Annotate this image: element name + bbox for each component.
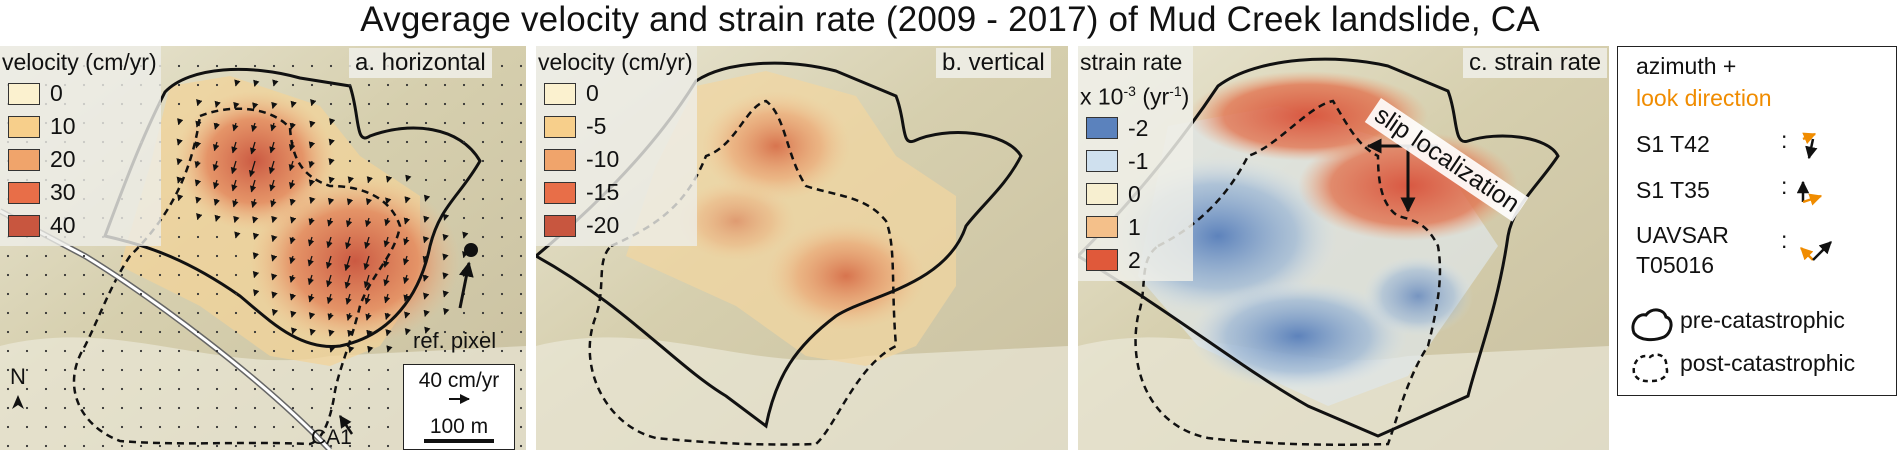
unit-prefix: x 10 bbox=[1080, 83, 1124, 110]
legend-swatch bbox=[1086, 249, 1118, 272]
legend-horizontal: velocity (cm/yr) 0 10 20 30 40 bbox=[0, 46, 161, 246]
key-colon-2: : bbox=[1781, 173, 1788, 199]
legend-title: velocity (cm/yr) bbox=[2, 49, 157, 75]
panel-label-b: b. vertical bbox=[936, 48, 1051, 78]
legend-swatch bbox=[1086, 150, 1118, 173]
legend-value: -2 bbox=[1128, 114, 1149, 141]
panel-vertical: velocity (cm/yr) 0 -5 -10 -15 -20 b. vertica… bbox=[536, 46, 1068, 450]
legend-entry: -20 bbox=[538, 209, 693, 242]
key-pre: pre-catastrophic bbox=[1680, 307, 1845, 333]
legend-entry: 0 bbox=[2, 77, 157, 110]
scale-arrow-label: 40 cm/yr bbox=[418, 369, 500, 392]
road-label: CA1 bbox=[311, 426, 352, 449]
legend-swatch bbox=[1086, 183, 1118, 206]
horizontal-velocity-map bbox=[0, 46, 526, 450]
legend-strain: strain rate x 10-3 (yr-1) -2 -1 0 1 2 bbox=[1078, 46, 1194, 281]
legend-value: 1 bbox=[1128, 213, 1141, 240]
key-track-3b: T05016 bbox=[1636, 252, 1715, 278]
legend-entry: 10 bbox=[2, 110, 157, 143]
key-colon-1: : bbox=[1781, 127, 1788, 153]
legend-entry: 20 bbox=[2, 143, 157, 176]
legend-value: 0 bbox=[586, 80, 599, 106]
legend-swatch bbox=[1086, 216, 1118, 239]
key-track-3: UAVSAR bbox=[1636, 222, 1729, 248]
pre-catastrophic-outline-icon bbox=[1631, 308, 1673, 342]
legend-swatch bbox=[8, 115, 40, 138]
legend-entry: 40 bbox=[2, 209, 157, 242]
legend-value: 30 bbox=[50, 179, 76, 205]
legend-value: 10 bbox=[50, 113, 76, 139]
unit-exponent-2: -1 bbox=[1169, 83, 1182, 99]
ref-pixel-label: ref. pixel bbox=[413, 328, 497, 353]
legend-swatch bbox=[544, 115, 576, 138]
key-azimuth: azimuth + bbox=[1636, 53, 1737, 79]
north-label: N bbox=[10, 364, 26, 389]
panel-label-c: c. strain rate bbox=[1463, 48, 1608, 78]
panel-strain-rate: strain rate x 10-3 (yr-1) -2 -1 0 1 2 c. str… bbox=[1078, 46, 1609, 450]
legend-swatch bbox=[1086, 117, 1118, 140]
legend-value: 20 bbox=[50, 146, 76, 172]
legend-title: velocity (cm/yr) bbox=[538, 49, 693, 75]
unit-exponent: -3 bbox=[1123, 83, 1136, 99]
legend-vertical: velocity (cm/yr) 0 -5 -10 -15 -20 bbox=[536, 46, 697, 246]
unit-mid: (yr bbox=[1135, 83, 1170, 110]
legend-entry: 2 bbox=[1080, 244, 1189, 277]
panel-horizontal: velocity (cm/yr) 0 10 20 30 40 a. horizontal… bbox=[0, 46, 526, 450]
legend-entry: -10 bbox=[538, 143, 693, 176]
legend-value: 2 bbox=[1128, 246, 1141, 273]
legend-swatch bbox=[8, 82, 40, 105]
scale-bar-label: 100 m bbox=[429, 415, 489, 438]
figure-title: Avgerage velocity and strain rate (2009 … bbox=[360, 0, 1540, 39]
legend-swatch bbox=[544, 214, 576, 237]
legend-title-line2: x 10-3 (yr-1) bbox=[1080, 77, 1189, 112]
legend-value: -10 bbox=[586, 146, 620, 172]
key-look-direction: look direction bbox=[1636, 85, 1772, 111]
scale-bar bbox=[424, 439, 494, 443]
legend-swatch bbox=[544, 82, 576, 105]
legend-swatch bbox=[544, 181, 576, 204]
legend-entry: -1 bbox=[1080, 145, 1189, 178]
north-arrow-icon bbox=[12, 395, 24, 409]
vertical-velocity-map bbox=[536, 46, 1068, 450]
legend-value: -1 bbox=[1128, 147, 1149, 174]
track-arrows-icon bbox=[1796, 132, 1832, 261]
legend-value: -5 bbox=[586, 113, 607, 139]
scale-box: 40 cm/yr 100 m bbox=[403, 364, 515, 450]
panel-label-a: a. horizontal bbox=[349, 48, 492, 78]
post-catastrophic-outline-icon bbox=[1632, 353, 1669, 383]
legend-swatch bbox=[8, 148, 40, 171]
legend-value: -20 bbox=[586, 212, 620, 238]
key-colon-3: : bbox=[1781, 227, 1788, 253]
legend-entry: -15 bbox=[538, 176, 693, 209]
legend-swatch bbox=[8, 181, 40, 204]
legend-swatch bbox=[544, 148, 576, 171]
legend-swatch bbox=[8, 214, 40, 237]
unit-suffix: ) bbox=[1181, 83, 1190, 110]
map-key: azimuth + look direction S1 T42 : S1 T35… bbox=[1617, 46, 1897, 396]
legend-value: 0 bbox=[1128, 180, 1141, 207]
key-track-1: S1 T42 bbox=[1636, 131, 1710, 157]
legend-entry: 0 bbox=[538, 77, 693, 110]
legend-entry: 0 bbox=[1080, 178, 1189, 211]
key-post: post-catastrophic bbox=[1680, 350, 1856, 376]
legend-entry: -5 bbox=[538, 110, 693, 143]
legend-entry: 30 bbox=[2, 176, 157, 209]
legend-entry: -2 bbox=[1080, 112, 1189, 145]
legend-value: 40 bbox=[50, 212, 76, 238]
legend-title-line1: strain rate bbox=[1080, 49, 1183, 75]
reference-pixel-marker bbox=[464, 243, 478, 257]
scale-arrow-icon bbox=[449, 394, 470, 404]
legend-value: 0 bbox=[50, 80, 63, 106]
legend-value: -15 bbox=[586, 179, 620, 205]
key-track-2: S1 T35 bbox=[1636, 177, 1710, 203]
legend-entry: 1 bbox=[1080, 211, 1189, 244]
